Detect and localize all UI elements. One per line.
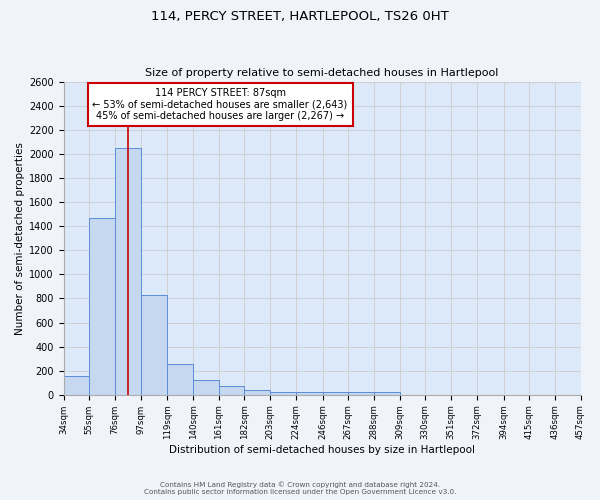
Text: 114 PERCY STREET: 87sqm
← 53% of semi-detached houses are smaller (2,643)
45% of: 114 PERCY STREET: 87sqm ← 53% of semi-de…	[92, 88, 347, 121]
Bar	[244, 390, 270, 395]
X-axis label: Distribution of semi-detached houses by size in Hartlepool: Distribution of semi-detached houses by …	[169, 445, 475, 455]
Bar	[323, 392, 349, 395]
Bar	[374, 392, 400, 395]
Bar	[270, 392, 296, 395]
Bar	[64, 376, 89, 395]
Bar	[349, 392, 374, 395]
Text: Contains HM Land Registry data © Crown copyright and database right 2024.
Contai: Contains HM Land Registry data © Crown c…	[144, 482, 456, 495]
Text: 114, PERCY STREET, HARTLEPOOL, TS26 0HT: 114, PERCY STREET, HARTLEPOOL, TS26 0HT	[151, 10, 449, 23]
Bar	[115, 148, 140, 395]
Bar	[296, 392, 323, 395]
Bar	[193, 380, 219, 395]
Bar	[140, 295, 167, 395]
Bar	[219, 386, 244, 395]
Bar	[89, 218, 115, 395]
Title: Size of property relative to semi-detached houses in Hartlepool: Size of property relative to semi-detach…	[145, 68, 499, 78]
Bar	[167, 364, 193, 395]
Y-axis label: Number of semi-detached properties: Number of semi-detached properties	[15, 142, 25, 334]
